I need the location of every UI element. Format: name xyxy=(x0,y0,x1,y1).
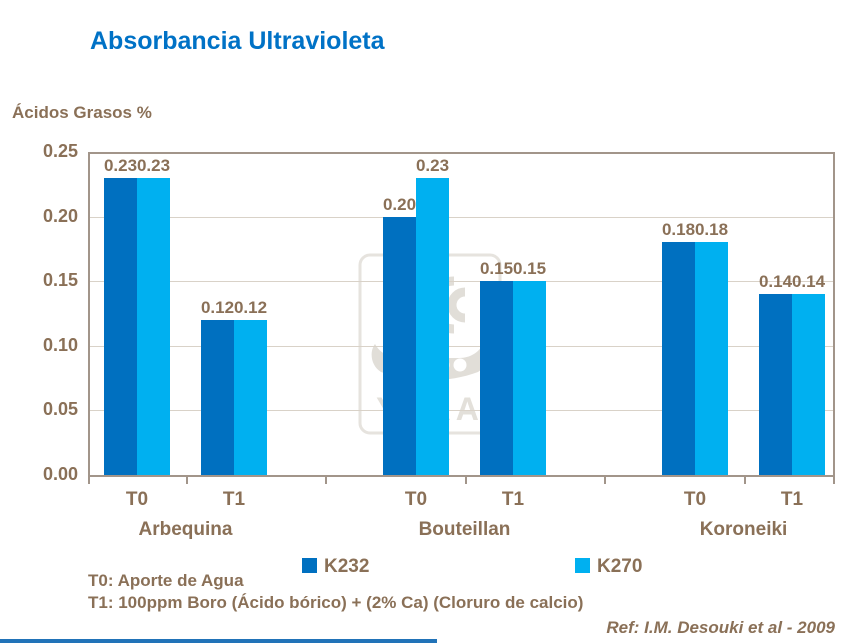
category-label: T1 xyxy=(501,489,525,510)
bar-k270-bouteillan-t1 xyxy=(513,281,546,475)
group-label: Koroneiki xyxy=(699,519,788,540)
axis-tick xyxy=(325,477,327,484)
value-label: 0.23 xyxy=(136,156,171,175)
axis-tick xyxy=(186,477,188,484)
k232-swatch-icon xyxy=(302,558,317,573)
axis-tick xyxy=(833,477,835,484)
category-label: T0 xyxy=(404,489,428,510)
value-label: 0.14 xyxy=(758,272,793,291)
group-label: Bouteillan xyxy=(418,519,511,540)
group-label: Arbequina xyxy=(138,519,233,540)
category-label: T1 xyxy=(780,489,804,510)
value-label: 0.12 xyxy=(233,298,268,317)
bar-k270-koroneiki-t0 xyxy=(695,242,728,475)
y-tick-label: 0.20 xyxy=(42,205,78,226)
value-label: 0.15 xyxy=(512,259,547,278)
axis-tick xyxy=(88,477,90,484)
value-label: 0.18 xyxy=(661,220,696,239)
value-label: 0.18 xyxy=(694,220,729,239)
chart-title: Absorbancia Ultravioleta xyxy=(90,27,385,55)
bar-k270-arbequina-t0 xyxy=(137,178,170,475)
k270-swatch-icon xyxy=(575,558,590,573)
axis-tick xyxy=(465,477,467,484)
y-tick-label: 0.10 xyxy=(42,334,78,355)
footer-accent-bar xyxy=(0,639,437,643)
bar-k232-koroneiki-t0 xyxy=(662,242,695,475)
bar-k270-koroneiki-t1 xyxy=(792,294,825,475)
gridline xyxy=(90,410,833,411)
category-label: T1 xyxy=(222,489,246,510)
y-tick-label: 0.15 xyxy=(42,270,78,291)
legend-item-k232: K232 xyxy=(302,556,369,578)
value-label: 0.15 xyxy=(479,259,514,278)
value-label: 0.12 xyxy=(200,298,235,317)
axis-tick xyxy=(604,477,606,484)
bar-k232-arbequina-t1 xyxy=(201,320,234,475)
y-tick-label: 0.25 xyxy=(42,141,78,161)
bar-k232-bouteillan-t0 xyxy=(383,217,416,475)
bar-k270-bouteillan-t0 xyxy=(416,178,449,475)
value-label: 0.20 xyxy=(382,195,417,214)
axis-tick xyxy=(744,477,746,484)
y-tick-label: 0.00 xyxy=(42,464,78,484)
gridline xyxy=(90,346,833,347)
category-label: T0 xyxy=(683,489,707,510)
bar-k270-arbequina-t1 xyxy=(234,320,267,475)
bar-k232-bouteillan-t1 xyxy=(480,281,513,475)
value-label: 0.14 xyxy=(791,272,826,291)
note-t1: T1: 100ppm Boro (Ácido bórico) + (2% Ca)… xyxy=(88,593,584,612)
gridline xyxy=(90,281,833,282)
legend-label-k232: K232 xyxy=(324,556,370,577)
category-label: T0 xyxy=(125,489,149,510)
legend-item-k270: K270 xyxy=(575,556,642,578)
y-tick-label: 0.05 xyxy=(42,399,78,420)
reference-text: Ref: I.M. Desouki et al - 2009 xyxy=(606,618,835,637)
y-axis-title: Ácidos Grasos % xyxy=(12,103,152,122)
plot-area xyxy=(88,152,835,477)
gridline xyxy=(90,217,833,218)
value-label: 0.23 xyxy=(103,156,138,175)
value-label: 0.23 xyxy=(415,156,450,175)
bar-k232-koroneiki-t1 xyxy=(759,294,792,475)
note-t0: T0: Aporte de Agua xyxy=(88,571,244,590)
bar-k232-arbequina-t0 xyxy=(104,178,137,475)
legend-label-k270: K270 xyxy=(597,556,643,577)
